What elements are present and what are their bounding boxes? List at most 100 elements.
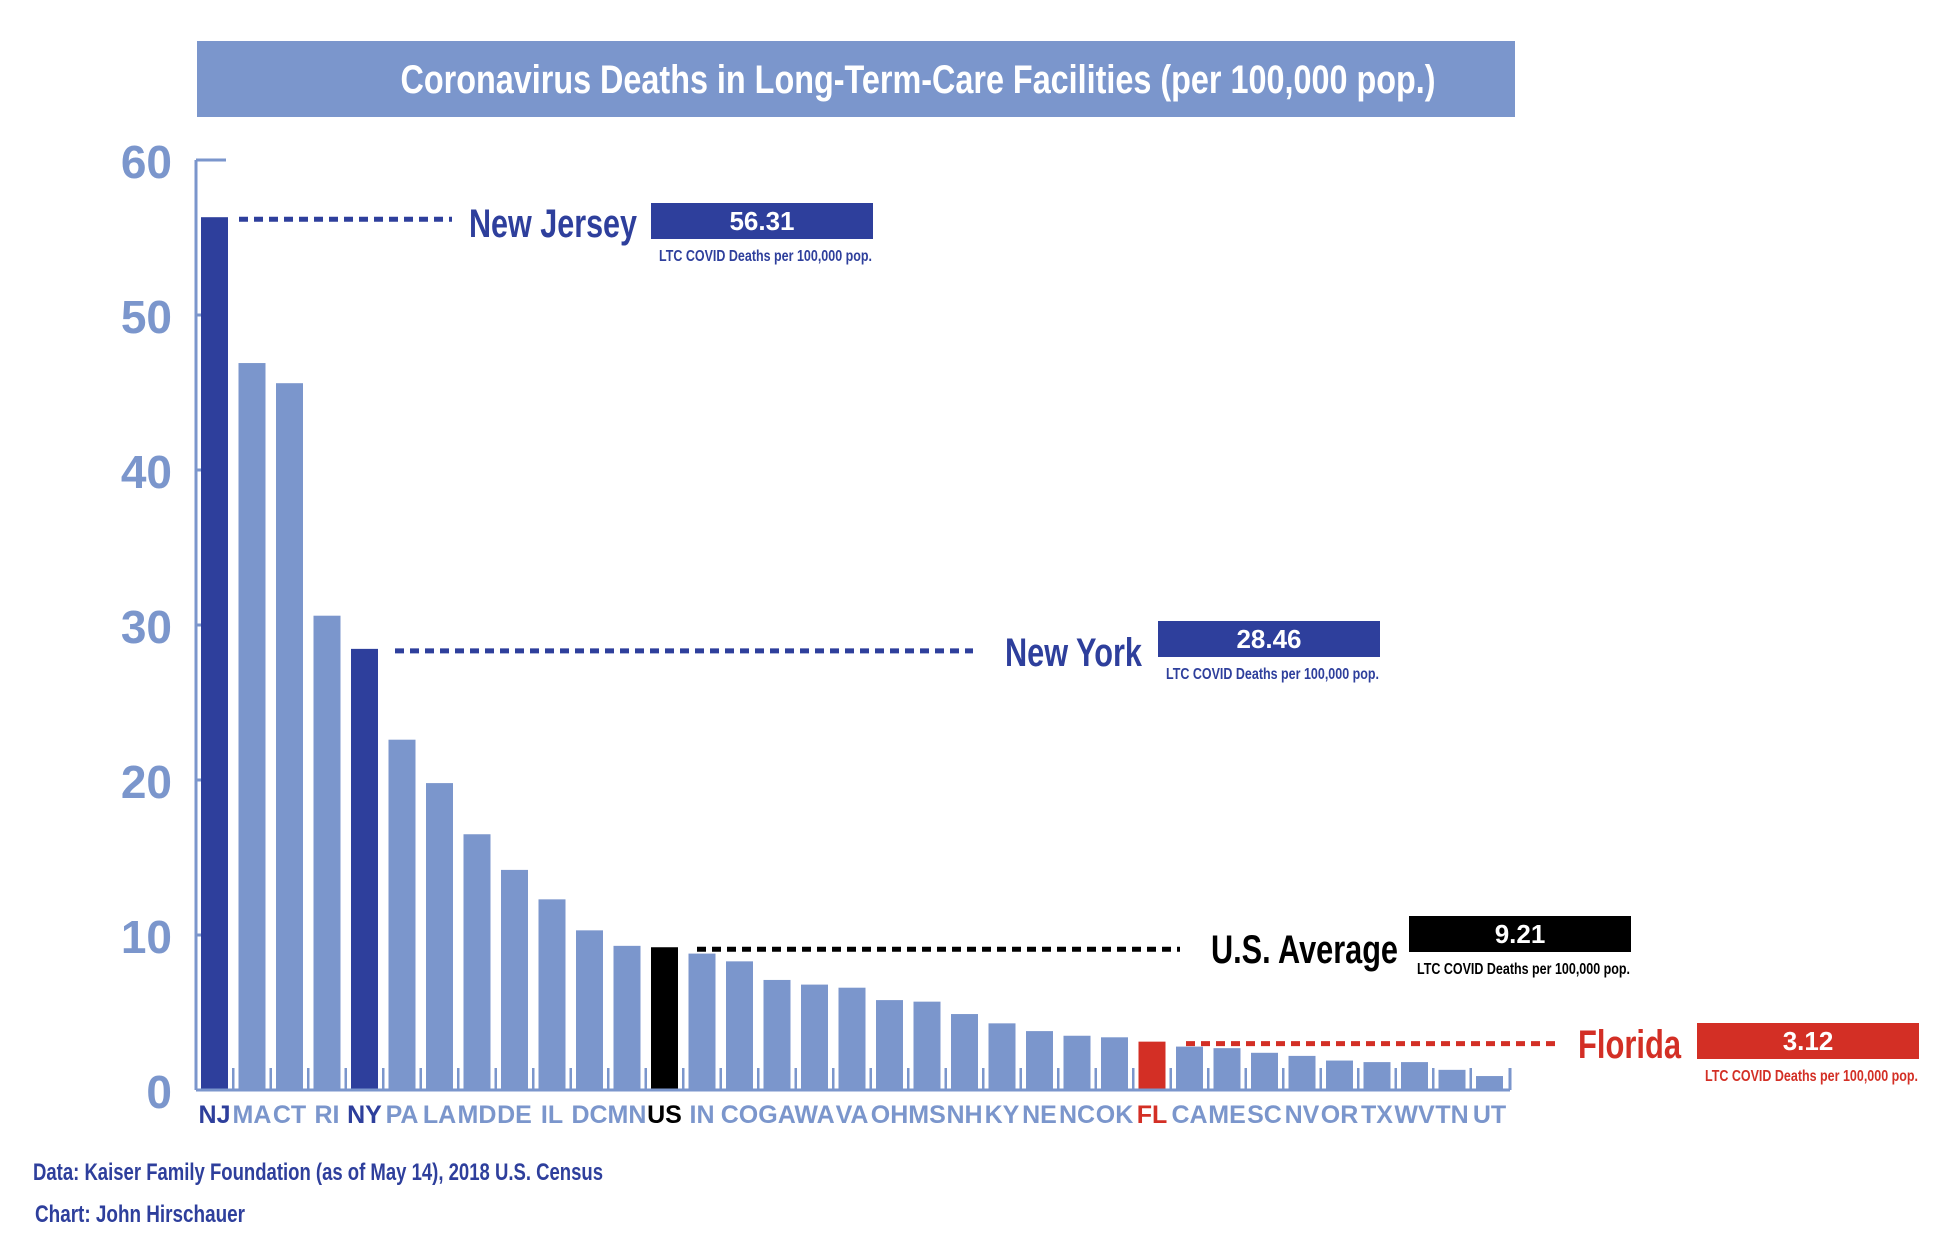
- bar-ut: [1476, 1076, 1503, 1089]
- footer-credit: Chart: John Hirschauer: [35, 1201, 245, 1228]
- bar-fl: [1138, 1041, 1166, 1089]
- bar-md: [463, 834, 491, 1089]
- callout-sublabel: LTC COVID Deaths per 100,000 pop.: [659, 248, 872, 265]
- x-tick-label-ut: UT: [1473, 1101, 1506, 1129]
- callout-value-box: [1409, 916, 1631, 952]
- x-tick-label-oh: OH: [871, 1101, 909, 1129]
- x-tick-label-us: US: [647, 1101, 682, 1129]
- x-tick-label-ga: GA: [758, 1101, 796, 1129]
- bar-tx: [1363, 1062, 1391, 1089]
- bar-sc: [1251, 1052, 1278, 1089]
- bar-ma: [238, 363, 266, 1089]
- x-tick-label-in: IN: [690, 1101, 715, 1129]
- callout-value-box: [651, 203, 873, 239]
- x-tick-label-nc: NC: [1059, 1101, 1095, 1129]
- x-tick-label-ma: MA: [233, 1101, 272, 1129]
- x-tick-label-va: VA: [836, 1101, 869, 1129]
- bar-ct: [276, 383, 303, 1089]
- annotations: New Jersey 56.31 LTC COVID Deaths per 100,…: [239, 202, 1919, 1085]
- bar-ga: [763, 979, 791, 1089]
- bar-oh: [876, 1000, 903, 1089]
- x-tick-label-co: CO: [721, 1101, 759, 1129]
- callout-ny: New York 28.46 LTC COVID Deaths per 100,00…: [395, 621, 1380, 683]
- callout-value: 3.12: [1783, 1026, 1834, 1056]
- y-tick-label: 0: [146, 1066, 172, 1118]
- y-tick-label: 30: [121, 601, 172, 653]
- bar-la: [426, 783, 453, 1089]
- bar-me: [1213, 1048, 1241, 1089]
- x-tick-label-la: LA: [423, 1101, 456, 1129]
- callout-name: U.S. Average: [1211, 928, 1398, 972]
- bars: [201, 217, 1503, 1089]
- x-tick-label-ca: CA: [1171, 1101, 1207, 1129]
- callout-fl: Florida 3.12 LTC COVID Deaths per 100,000 …: [1186, 1023, 1919, 1085]
- x-tick-label-mn: MN: [608, 1101, 647, 1129]
- callout-name: Florida: [1578, 1023, 1682, 1067]
- bar-co: [726, 961, 753, 1089]
- x-tick-label-dc: DC: [571, 1101, 607, 1129]
- bar-pa: [388, 739, 416, 1089]
- x-tick-label-or: OR: [1321, 1101, 1359, 1129]
- x-tick-label-ok: OK: [1096, 1101, 1134, 1129]
- x-tick-label-ms: MS: [908, 1101, 946, 1129]
- x-tick-label-nh: NH: [946, 1101, 982, 1129]
- callout-value: 56.31: [729, 206, 794, 236]
- bar-dc: [576, 930, 603, 1089]
- callout-value-box: [1697, 1023, 1919, 1059]
- callout-nj: New Jersey 56.31 LTC COVID Deaths per 100,…: [239, 202, 873, 265]
- footer-source: Data: Kaiser Family Foundation (as of Ma…: [33, 1159, 603, 1186]
- x-tick-label-wv: WV: [1394, 1101, 1435, 1129]
- bar-nc: [1063, 1035, 1091, 1089]
- x-tick-label-wa: WA: [794, 1101, 834, 1129]
- callout-value-box: [1158, 621, 1380, 657]
- callout-value: 9.21: [1495, 919, 1546, 949]
- callout-sublabel: LTC COVID Deaths per 100,000 pop.: [1705, 1068, 1918, 1085]
- y-tick-label: 50: [121, 291, 172, 343]
- x-tick-label-il: IL: [541, 1101, 563, 1129]
- y-tick-label: 20: [121, 756, 172, 808]
- x-tick-label-fl: FL: [1137, 1101, 1168, 1129]
- bar-mn: [613, 945, 641, 1089]
- bar-in: [688, 953, 716, 1089]
- bar-ms: [913, 1001, 941, 1089]
- y-tick-label: 40: [121, 446, 172, 498]
- x-tick-label-tx: TX: [1361, 1101, 1393, 1129]
- bar-ri: [313, 615, 341, 1089]
- chart-title: Coronavirus Deaths in Long-Term-Care Fac…: [401, 58, 1436, 102]
- bar-nv: [1288, 1055, 1316, 1089]
- x-tick-label-nv: NV: [1285, 1101, 1320, 1129]
- bar-wv: [1401, 1062, 1428, 1089]
- bar-ny: [351, 648, 378, 1089]
- callout-value: 28.46: [1236, 624, 1301, 654]
- y-tick-label: 10: [121, 911, 172, 963]
- callout-name: New York: [1005, 631, 1143, 675]
- x-tick-label-ky: KY: [985, 1101, 1020, 1129]
- x-tick-label-ct: CT: [273, 1101, 306, 1129]
- bar-ca: [1176, 1046, 1203, 1089]
- bar-us: [651, 947, 678, 1089]
- bar-ok: [1101, 1037, 1128, 1089]
- y-tick-label: 60: [121, 136, 172, 188]
- x-tick-label-md: MD: [458, 1101, 497, 1129]
- x-tick-label-me: ME: [1208, 1101, 1246, 1129]
- x-tick-label-tn: TN: [1435, 1101, 1468, 1129]
- title-banner: [197, 41, 1515, 117]
- bar-nj: [201, 217, 228, 1089]
- x-tick-label-sc: SC: [1247, 1101, 1282, 1129]
- callout-sublabel: LTC COVID Deaths per 100,000 pop.: [1417, 961, 1630, 978]
- bar-de: [501, 869, 528, 1089]
- x-tick-label-ri: RI: [315, 1101, 340, 1129]
- bar-wa: [801, 984, 828, 1089]
- x-tick-label-de: DE: [497, 1101, 532, 1129]
- bar-tn: [1438, 1069, 1466, 1089]
- callout-us: U.S. Average 9.21 LTC COVID Deaths per 100…: [697, 916, 1631, 978]
- bar-ky: [988, 1023, 1016, 1089]
- x-tick-label-ne: NE: [1022, 1101, 1057, 1129]
- callout-sublabel: LTC COVID Deaths per 100,000 pop.: [1166, 666, 1379, 683]
- bar-ne: [1026, 1031, 1053, 1089]
- bar-il: [538, 899, 566, 1089]
- bar-va: [838, 987, 866, 1089]
- callout-name: New Jersey: [469, 202, 638, 246]
